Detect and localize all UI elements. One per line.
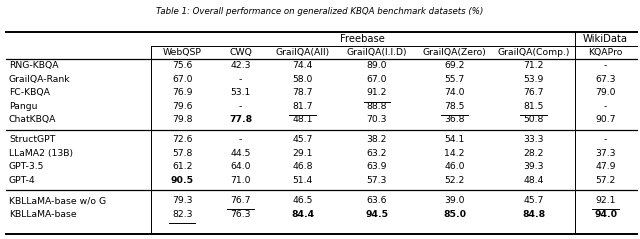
Text: 78.5: 78.5 xyxy=(444,102,465,111)
Text: -: - xyxy=(604,136,607,144)
Text: 47.9: 47.9 xyxy=(595,163,616,171)
Text: 79.6: 79.6 xyxy=(172,102,193,111)
Text: 76.3: 76.3 xyxy=(230,210,251,218)
Text: 39.3: 39.3 xyxy=(524,163,544,171)
Text: LLaMA2 (13B): LLaMA2 (13B) xyxy=(9,149,73,158)
Text: 53.1: 53.1 xyxy=(230,88,251,97)
Text: 46.0: 46.0 xyxy=(444,163,465,171)
Text: 50.8: 50.8 xyxy=(524,115,544,124)
Text: 72.6: 72.6 xyxy=(172,136,193,144)
Text: GrailQA(Zero): GrailQA(Zero) xyxy=(422,48,486,57)
Text: GPT-4: GPT-4 xyxy=(9,176,36,185)
Text: 63.2: 63.2 xyxy=(367,149,387,158)
Text: 54.1: 54.1 xyxy=(444,136,465,144)
Text: 69.2: 69.2 xyxy=(444,61,465,71)
Text: 51.4: 51.4 xyxy=(292,176,313,185)
Text: CWQ: CWQ xyxy=(229,48,252,57)
Text: Pangu: Pangu xyxy=(9,102,38,111)
Text: 67.3: 67.3 xyxy=(595,75,616,84)
Text: 29.1: 29.1 xyxy=(292,149,313,158)
Text: -: - xyxy=(239,75,243,84)
Text: 45.7: 45.7 xyxy=(524,196,544,205)
Text: 38.2: 38.2 xyxy=(367,136,387,144)
Text: Freebase: Freebase xyxy=(340,34,385,44)
Text: 45.7: 45.7 xyxy=(292,136,313,144)
Text: 67.0: 67.0 xyxy=(367,75,387,84)
Text: RNG-KBQA: RNG-KBQA xyxy=(9,61,59,71)
Text: Table 1: Overall performance on generalized KBQA benchmark datasets (%): Table 1: Overall performance on generali… xyxy=(156,7,484,16)
Text: 90.7: 90.7 xyxy=(595,115,616,124)
Text: 33.3: 33.3 xyxy=(524,136,544,144)
Text: ChatKBQA: ChatKBQA xyxy=(9,115,56,124)
Text: 81.7: 81.7 xyxy=(292,102,313,111)
Text: 71.2: 71.2 xyxy=(524,61,544,71)
Text: 67.0: 67.0 xyxy=(172,75,193,84)
Text: 64.0: 64.0 xyxy=(230,163,251,171)
Text: 44.5: 44.5 xyxy=(230,149,251,158)
Text: -: - xyxy=(604,102,607,111)
Text: 46.5: 46.5 xyxy=(292,196,313,205)
Text: GrailQA(All): GrailQA(All) xyxy=(275,48,330,57)
Text: 89.0: 89.0 xyxy=(367,61,387,71)
Text: 58.0: 58.0 xyxy=(292,75,313,84)
Text: FC-KBQA: FC-KBQA xyxy=(9,88,50,97)
Text: 94.5: 94.5 xyxy=(365,210,388,218)
Text: 81.5: 81.5 xyxy=(524,102,544,111)
Text: 76.7: 76.7 xyxy=(230,196,251,205)
Text: 57.8: 57.8 xyxy=(172,149,192,158)
Text: WikiData: WikiData xyxy=(583,34,628,44)
Text: GrailQA(Comp.): GrailQA(Comp.) xyxy=(497,48,570,57)
Text: 48.4: 48.4 xyxy=(524,176,544,185)
Text: 85.0: 85.0 xyxy=(443,210,466,218)
Text: 79.3: 79.3 xyxy=(172,196,193,205)
Text: KBLLaMA-base: KBLLaMA-base xyxy=(9,210,77,218)
Text: 37.3: 37.3 xyxy=(595,149,616,158)
Text: 91.2: 91.2 xyxy=(367,88,387,97)
Text: 71.0: 71.0 xyxy=(230,176,251,185)
Text: 74.4: 74.4 xyxy=(292,61,313,71)
Text: GrailQA-Rank: GrailQA-Rank xyxy=(9,75,70,84)
Text: 84.8: 84.8 xyxy=(522,210,545,218)
Text: 94.0: 94.0 xyxy=(594,210,617,218)
Text: WebQSP: WebQSP xyxy=(163,48,202,57)
Text: 78.7: 78.7 xyxy=(292,88,313,97)
Text: 28.2: 28.2 xyxy=(524,149,544,158)
Text: 79.0: 79.0 xyxy=(595,88,616,97)
Text: 46.8: 46.8 xyxy=(292,163,313,171)
Text: 70.3: 70.3 xyxy=(367,115,387,124)
Text: 90.5: 90.5 xyxy=(171,176,194,185)
Text: 14.2: 14.2 xyxy=(444,149,465,158)
Text: 53.9: 53.9 xyxy=(524,75,544,84)
Text: 63.9: 63.9 xyxy=(367,163,387,171)
Text: 75.6: 75.6 xyxy=(172,61,192,71)
Text: 76.9: 76.9 xyxy=(172,88,193,97)
Text: 57.3: 57.3 xyxy=(367,176,387,185)
Text: 55.7: 55.7 xyxy=(444,75,465,84)
Text: 39.0: 39.0 xyxy=(444,196,465,205)
Text: 63.6: 63.6 xyxy=(367,196,387,205)
Text: -: - xyxy=(239,136,243,144)
Text: -: - xyxy=(604,61,607,71)
Text: 61.2: 61.2 xyxy=(172,163,193,171)
Text: 57.2: 57.2 xyxy=(595,176,616,185)
Text: GrailQA(I.I.D): GrailQA(I.I.D) xyxy=(347,48,407,57)
Text: 92.1: 92.1 xyxy=(595,196,616,205)
Text: KQAPro: KQAPro xyxy=(588,48,623,57)
Text: KBLLaMA-base w/o G: KBLLaMA-base w/o G xyxy=(9,196,106,205)
Text: 82.3: 82.3 xyxy=(172,210,193,218)
Text: 77.8: 77.8 xyxy=(229,115,252,124)
Text: 36.8: 36.8 xyxy=(444,115,465,124)
Text: 88.8: 88.8 xyxy=(367,102,387,111)
Text: 74.0: 74.0 xyxy=(444,88,465,97)
Text: 48.1: 48.1 xyxy=(292,115,313,124)
Text: 79.8: 79.8 xyxy=(172,115,193,124)
Text: 84.4: 84.4 xyxy=(291,210,314,218)
Text: StructGPT: StructGPT xyxy=(9,136,55,144)
Text: -: - xyxy=(239,102,243,111)
Text: 42.3: 42.3 xyxy=(230,61,251,71)
Text: GPT-3.5: GPT-3.5 xyxy=(9,163,44,171)
Text: 52.2: 52.2 xyxy=(444,176,465,185)
Text: 76.7: 76.7 xyxy=(524,88,544,97)
